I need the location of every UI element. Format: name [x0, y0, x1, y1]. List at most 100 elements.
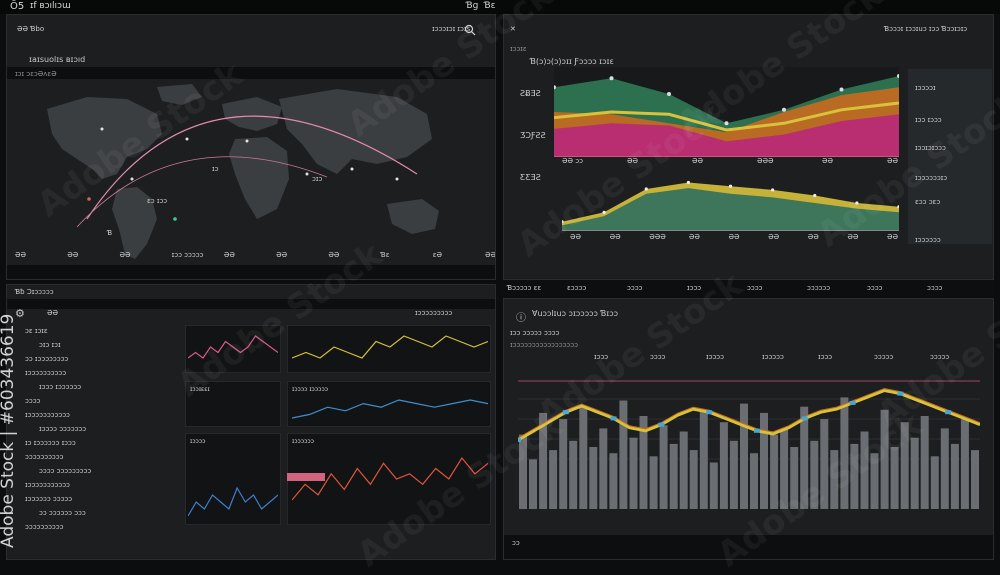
- list-item-6[interactable]: ɪɔɔɔɔɔɔɔɔɔɔɔ: [25, 411, 70, 419]
- list-item-14[interactable]: ɔɔɔɔɔɔɔɔɔɔ: [25, 523, 64, 531]
- list-item-10[interactable]: ɔɔɔɔ ɔɔɔɔɔɔɔɔɔ: [39, 467, 92, 475]
- bar-14: [659, 425, 668, 509]
- line-point-6: [610, 416, 617, 421]
- list-item-11[interactable]: ɪɔɔɔɔɔɔɔɔɔɔɔ: [25, 481, 70, 489]
- area-bottom-point-3: [686, 180, 690, 185]
- spark-card-1: [185, 325, 281, 373]
- bar-38: [900, 422, 909, 509]
- bar-line-chart: [518, 380, 980, 509]
- area-side-item-1[interactable]: ɪɔɔ ɪɔɔɔ: [915, 116, 942, 124]
- line-point-18: [801, 416, 808, 421]
- area-footer-tab-4[interactable]: ɔɔɔɔ: [747, 284, 763, 292]
- area-bottom-point-5: [771, 188, 775, 192]
- bar-6: [579, 406, 588, 509]
- bar-30: [820, 419, 829, 509]
- area-top-yellow-line: [554, 101, 899, 132]
- bar-25: [770, 434, 779, 509]
- list-item-9[interactable]: ɔɔɔɔɔɔɔɔɔɔ: [25, 453, 64, 461]
- map-x-tick-6: ƏƏ: [328, 251, 340, 259]
- sp6-line: [292, 456, 488, 501]
- area-bottom-x-tick-4: ƏƏ: [728, 233, 740, 241]
- bar-39: [910, 437, 919, 509]
- bar-legend-item-6: ɔɔɔɔɔ: [930, 353, 950, 361]
- world-map: [47, 84, 439, 259]
- bar-24: [760, 412, 768, 509]
- line-point-0: [518, 438, 521, 443]
- list-item-7[interactable]: ɪɔɔɔɔ ɔɔɔɔɔɔɔ: [39, 425, 87, 433]
- line-point-27: [945, 410, 952, 415]
- area-top-x-tick-5: ƏƏ: [887, 157, 899, 165]
- line-point-12: [706, 410, 713, 415]
- search-icon[interactable]: [463, 23, 477, 37]
- map-label-3: ɪɔ: [212, 165, 219, 173]
- map-x-tick-7: Ɓɛ: [380, 251, 390, 259]
- bar-5: [569, 440, 578, 509]
- area-footer-tab-3[interactable]: ɪɔɔɔ: [687, 284, 702, 292]
- area-bottom-x-tick-7: ƏƏ: [847, 233, 859, 241]
- list-item-5[interactable]: ɔɔɔɔ: [25, 397, 41, 405]
- map-panel: ƏƏ Ɓbo ɪɔɔɔɪɔɪ ɪɔɪs ɪaɪsuolɪs ʙɪɔıd ɪɔɪ …: [6, 14, 496, 280]
- map-title: ɪaɪsuolɪs ʙɪɔıd: [29, 55, 86, 64]
- area-bottom-x-axis: ƏƏ ƏƏ ƏƏƏ ƏƏ ƏƏ ƏƏ ƏƏ ƏƏ ƏƏ: [562, 233, 899, 243]
- map-x-tick-3: ɪɔɔ ɔɔɔɔɔ: [171, 251, 204, 259]
- area-side-item-0[interactable]: ɪɔɔɔɔɪ: [915, 84, 936, 92]
- list-item-1[interactable]: ɔɪɔ ɪɔɪ: [39, 341, 61, 349]
- map-label-1: ɛɔ ɪɔɔ: [147, 197, 168, 205]
- area-bottom-point-8: [897, 205, 899, 209]
- app-logo: Ō5: [10, 1, 25, 12]
- list-item-0[interactable]: ɔɛ ɪɔɪɛ: [25, 327, 48, 335]
- area-side-item-2[interactable]: ɪɔɔɪɔɪɔɔɔ: [915, 144, 946, 152]
- line-point-3: [562, 410, 569, 415]
- bar-legend-item-0: ɪɔɔɔ: [594, 353, 609, 361]
- bar-legend: ɪɔɔɔ ɔɔɔɔ ɪɔɔɔɔ ɪɔɔɔɔɔ ɪɔɔɔ ɔɔɔɔɔ ɔɔɔɔɔ: [594, 353, 993, 363]
- sp5-line: [292, 399, 488, 419]
- area-bottom-x-tick-2: ƏƏƏ: [649, 233, 666, 241]
- area-footer-tab-1[interactable]: ɛɔɔɔɔ: [567, 284, 587, 292]
- top-right-label-2[interactable]: Ɓɛ: [484, 1, 496, 11]
- list-item-12[interactable]: ɪɔɔɔɔɔɔ ɔɔɔɔɔ: [25, 495, 73, 503]
- bar-panel-icon: ⓘ: [516, 313, 526, 324]
- map-x-tick-0: ƏƏ: [15, 251, 27, 259]
- area-bottom-x-tick-0: ƏƏ: [570, 233, 582, 241]
- list-panel-search: ɪɔɔɔɔɔɔɔɔɔ: [415, 309, 453, 317]
- map-x-tick-2: ƏƏ: [119, 251, 131, 259]
- list-item-2[interactable]: ɔɔ ɪɔɔɔɔɔɔɔɔ: [25, 355, 69, 363]
- area-footer-tab-0[interactable]: Ɓɔɔɔɔɔ ɛɛ: [507, 284, 542, 292]
- bar-45: [971, 450, 979, 509]
- bar-3: [549, 450, 558, 509]
- app-name: ɪf ʙɔılıɔɯ: [30, 1, 71, 11]
- map-x-tick-5: ƏƏ: [276, 251, 288, 259]
- line-point-9: [658, 422, 665, 427]
- bar-42: [940, 428, 949, 509]
- bar-33: [850, 443, 859, 509]
- area-bottom-x-tick-8: ƏƏ: [887, 233, 899, 241]
- sp4-line: [292, 335, 488, 359]
- bar-22: [740, 403, 748, 509]
- area-bottom-point-1: [602, 210, 606, 214]
- area-bottom-x-tick-1: ƏƏ: [609, 233, 621, 241]
- list-item-4[interactable]: ɪɔɔɔ ɪɔɔɔɔɔɔ: [39, 383, 82, 391]
- area-footer-tab-2[interactable]: ɔɔɔɔ: [627, 284, 643, 292]
- area-panel-close-icon[interactable]: ✕: [510, 25, 516, 33]
- bar-legend-item-3: ɪɔɔɔɔɔ: [762, 353, 784, 361]
- area-bottom-x-tick-3: ƏƏ: [688, 233, 700, 241]
- area-side-item-3[interactable]: ɪɔɔɔɔɔɔɪɔ: [915, 174, 948, 182]
- bar-2: [539, 412, 548, 509]
- map-x-axis: ƏƏ ƏƏ ƏƏ ɪɔɔ ɔɔɔɔɔ ƏƏ ƏƏ ƏƏ Ɓɛ ɛƏ ƏƏ: [7, 251, 495, 261]
- area-top-point-2: [667, 92, 671, 96]
- area-footer-tab-6[interactable]: ɔɔɔɔ: [867, 284, 883, 292]
- bar-legend-item-2: ɪɔɔɔɔ: [706, 353, 724, 361]
- area-footer-tab-5[interactable]: ɔɔɔɔɔɔ: [807, 284, 831, 292]
- area-footer-tab-7[interactable]: ɔɔɔɔ: [927, 284, 943, 292]
- list-item-3[interactable]: ɪɔɔɔɔɔɔɔɔɔɔ: [25, 369, 67, 377]
- list-panel-title: ƏƏ: [47, 309, 59, 317]
- list-item-13[interactable]: ɔɔ ɔɔɔɔɔɔ ɔɔɔ: [39, 509, 86, 517]
- map-label-2: Ɓ: [107, 229, 113, 237]
- map-x-tick-4: ƏƏ: [223, 251, 235, 259]
- top-right-label-1[interactable]: Ɓg: [466, 1, 479, 11]
- area-y-label-1: ƧɃƎƧ: [520, 89, 541, 98]
- area-side-item-4[interactable]: ɛɔɔ ɔɛɔ: [915, 198, 941, 206]
- area-side-item-5[interactable]: ɪɔɔɔɔɔɔ: [915, 236, 941, 244]
- map-search-text: ɪɔɔɔɪɔɪ ɪɔɪs: [432, 25, 471, 33]
- list-item-8[interactable]: ɪɔ ɪɔɔɔɔɔɔ ɪɔɔɔ: [25, 439, 76, 447]
